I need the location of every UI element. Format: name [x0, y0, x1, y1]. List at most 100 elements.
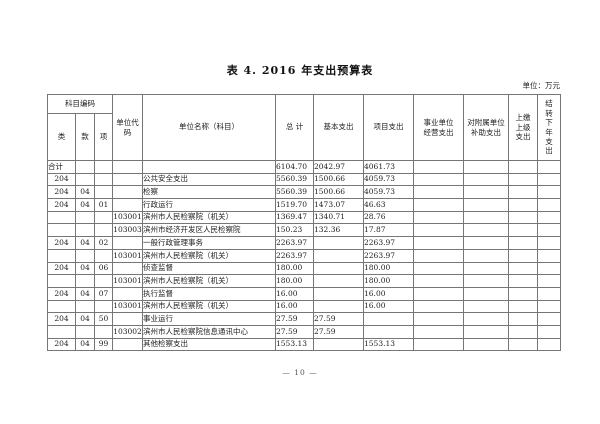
cell-subsidy: [463, 324, 510, 339]
cell-name: 滨州市人民检察院（机关）: [142, 248, 277, 263]
cell-upper: [508, 172, 539, 187]
cell-total: 1369.47: [275, 210, 315, 225]
cell-name: 侦查监督: [142, 261, 277, 276]
cell-total: 5560.39: [275, 185, 315, 200]
header-unit-name: 单位名称（科目）: [142, 94, 277, 161]
cell-xiang: 99: [93, 337, 114, 352]
cell-subsidy: [463, 223, 510, 238]
cell-upper: [508, 274, 539, 288]
header-lei: 类: [47, 113, 76, 161]
cell-subsidy: [463, 236, 510, 250]
cell-code: [112, 312, 144, 326]
cell-basic: [313, 261, 365, 276]
cell-operate: [413, 185, 465, 200]
cell-upper: [508, 261, 539, 276]
cell-name: 行政运行: [142, 198, 277, 212]
cell-carry: [537, 337, 562, 352]
header-upper-payment-label: 上缴上级支出: [515, 113, 531, 142]
cell-xiang: [93, 185, 114, 200]
cell-subsidy: [463, 198, 510, 212]
cell-upper: [508, 185, 539, 200]
cell-basic: 1500.66: [313, 185, 365, 200]
cell-code: [112, 337, 144, 352]
cell-upper: [508, 223, 539, 238]
unit-note: 单位：万元: [522, 81, 561, 90]
cell-xiang: 50: [93, 312, 114, 326]
cell-project: 4061.73: [363, 160, 415, 174]
cell-total: 27.59: [275, 324, 315, 339]
cell-xiang: [93, 223, 114, 238]
cell-project: 28.76: [363, 210, 415, 225]
cell-lei: 204: [47, 337, 76, 352]
cell-lei: 204: [47, 312, 76, 326]
cell-carry: [537, 248, 562, 263]
cell-name: 滨州市人民检察院信息通讯中心: [142, 324, 277, 339]
cell-lei: 204: [47, 261, 76, 276]
cell-operate: [413, 312, 465, 326]
cell-xiang: 07: [93, 286, 114, 301]
cell-upper: [508, 236, 539, 250]
cell-xiang: [93, 299, 114, 314]
cell-lei: 合计: [47, 160, 76, 174]
cell-upper: [508, 248, 539, 263]
cell-project: [363, 312, 415, 326]
cell-basic: [313, 248, 365, 263]
cell-operate: [413, 160, 465, 174]
cell-upper: [508, 198, 539, 212]
cell-kuan: [75, 160, 95, 174]
cell-lei: [47, 210, 76, 225]
cell-kuan: 04: [75, 236, 95, 250]
cell-operate: [413, 172, 465, 187]
cell-upper: [508, 160, 539, 174]
cell-upper: [508, 337, 539, 352]
cell-xiang: [93, 172, 114, 187]
cell-total: 16.00: [275, 299, 315, 314]
cell-lei: 204: [47, 185, 76, 200]
header-upper-payment: 上缴上级支出: [508, 94, 539, 161]
cell-project: 180.00: [363, 274, 415, 288]
table-row: 204 04 检察 5560.39 1500.66 4059.73: [47, 185, 562, 200]
table-row: 204 04 02 一般行政管理事务 2263.97 2263.97: [47, 236, 562, 250]
cell-carry: [537, 185, 562, 200]
cell-code: [112, 286, 144, 301]
cell-total: 5560.39: [275, 172, 315, 187]
cell-basic: 2042.97: [313, 160, 365, 174]
cell-carry: [537, 172, 562, 187]
cell-operate: [413, 324, 465, 339]
cell-code: 103001: [112, 248, 144, 263]
cell-name: 滨州市人民检察院（机关）: [142, 299, 277, 314]
cell-basic: 1500.66: [313, 172, 365, 187]
cell-carry: [537, 236, 562, 250]
header-unit-code: 单位代码: [112, 94, 144, 161]
cell-lei: 204: [47, 172, 76, 187]
cell-project: 2263.97: [363, 236, 415, 250]
cell-kuan: [75, 172, 95, 187]
cell-xiang: [93, 274, 114, 288]
cell-project: 46.63: [363, 198, 415, 212]
cell-operate: [413, 210, 465, 225]
cell-total: 150.23: [275, 223, 315, 238]
cell-kuan: [75, 223, 95, 238]
cell-subsidy: [463, 210, 510, 225]
cell-project: 16.00: [363, 299, 415, 314]
cell-project: 2263.97: [363, 248, 415, 263]
cell-code: [112, 261, 144, 276]
cell-lei: 204: [47, 198, 76, 212]
cell-basic: 27.59: [313, 324, 365, 339]
header-kuan: 款: [75, 113, 95, 161]
cell-code: 103002: [112, 324, 144, 339]
cell-basic: 1473.07: [313, 198, 365, 212]
cell-total: 1553.13: [275, 337, 315, 352]
table-row: 204 04 99 其他检察支出 1553.13 1553.13: [47, 337, 562, 352]
header-subsidy-label: 对附属单位补助支出: [467, 118, 505, 137]
header-subsidy-expense: 对附属单位补助支出: [463, 94, 510, 161]
cell-kuan: 04: [75, 185, 95, 200]
cell-project: 16.00: [363, 286, 415, 301]
cell-code: [112, 198, 144, 212]
cell-total: 16.00: [275, 286, 315, 301]
cell-carry: [537, 210, 562, 225]
cell-kuan: [75, 248, 95, 263]
cell-carry: [537, 274, 562, 288]
cell-total: 6104.70: [275, 160, 315, 174]
cell-kuan: 04: [75, 312, 95, 326]
